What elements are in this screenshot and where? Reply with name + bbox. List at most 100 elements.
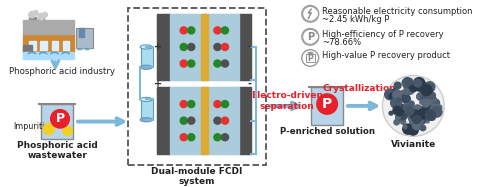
Circle shape	[404, 89, 409, 94]
Circle shape	[422, 95, 427, 100]
Circle shape	[393, 106, 402, 115]
Circle shape	[422, 111, 426, 116]
Circle shape	[222, 60, 228, 67]
Circle shape	[398, 103, 403, 109]
Circle shape	[384, 89, 396, 100]
Circle shape	[214, 117, 221, 124]
Circle shape	[393, 89, 396, 92]
Text: +: +	[154, 79, 162, 89]
Circle shape	[188, 101, 195, 108]
Circle shape	[410, 110, 420, 120]
Circle shape	[428, 112, 432, 116]
Circle shape	[413, 105, 422, 113]
Bar	[140, 99, 153, 120]
Circle shape	[428, 93, 434, 99]
Text: Phosphoric acid industry: Phosphoric acid industry	[9, 67, 115, 76]
Circle shape	[410, 116, 421, 127]
Text: High-value P recovery product: High-value P recovery product	[322, 51, 450, 60]
Circle shape	[436, 105, 442, 110]
Circle shape	[394, 92, 400, 97]
Circle shape	[437, 109, 440, 112]
Circle shape	[180, 60, 188, 67]
Circle shape	[394, 90, 400, 96]
Bar	[63, 41, 70, 50]
Circle shape	[63, 126, 72, 135]
Circle shape	[400, 119, 406, 124]
Circle shape	[214, 101, 221, 108]
Circle shape	[180, 27, 188, 34]
Circle shape	[420, 125, 426, 131]
Circle shape	[430, 104, 442, 115]
Circle shape	[414, 78, 425, 88]
Circle shape	[416, 95, 420, 98]
Circle shape	[406, 126, 411, 131]
Circle shape	[402, 95, 410, 103]
Circle shape	[188, 60, 195, 67]
Circle shape	[422, 118, 426, 122]
Circle shape	[418, 106, 428, 117]
Circle shape	[214, 43, 221, 50]
Circle shape	[188, 43, 195, 50]
Bar	[38, 17, 44, 31]
Circle shape	[394, 82, 401, 89]
Text: P: P	[308, 53, 313, 62]
Circle shape	[180, 43, 188, 50]
Circle shape	[222, 101, 228, 108]
Bar	[170, 88, 239, 154]
Circle shape	[222, 27, 228, 34]
Text: Phosphoric acid
wastewater: Phosphoric acid wastewater	[17, 141, 98, 160]
Circle shape	[180, 101, 188, 108]
Circle shape	[414, 78, 422, 86]
Text: -: -	[248, 79, 252, 89]
Circle shape	[404, 78, 410, 84]
Circle shape	[432, 117, 435, 120]
Circle shape	[412, 82, 416, 87]
Text: Reasonable electricity consumption: Reasonable electricity consumption	[322, 7, 473, 16]
Circle shape	[408, 125, 418, 135]
Circle shape	[400, 90, 408, 98]
Circle shape	[401, 94, 409, 103]
Text: Crystallization: Crystallization	[322, 84, 396, 93]
Circle shape	[420, 90, 425, 95]
Circle shape	[433, 99, 436, 102]
Bar	[42, 104, 73, 139]
Circle shape	[389, 111, 393, 115]
Bar	[22, 34, 74, 53]
Circle shape	[420, 101, 424, 104]
Circle shape	[389, 93, 396, 100]
Circle shape	[214, 134, 221, 141]
Circle shape	[408, 113, 420, 124]
Bar	[29, 17, 35, 37]
Text: P-enriched solution: P-enriched solution	[280, 127, 374, 136]
Bar	[308, 53, 312, 54]
Circle shape	[399, 117, 404, 121]
Circle shape	[180, 134, 188, 141]
Circle shape	[418, 111, 423, 117]
Circle shape	[412, 108, 416, 112]
Circle shape	[188, 134, 195, 141]
Circle shape	[418, 113, 422, 116]
Circle shape	[422, 98, 432, 107]
Text: Dual-module FCDI
system: Dual-module FCDI system	[151, 167, 242, 186]
Circle shape	[42, 12, 48, 17]
Circle shape	[382, 76, 444, 136]
Circle shape	[424, 82, 435, 92]
Circle shape	[317, 94, 338, 114]
Text: ~2.45 kWh/kg P: ~2.45 kWh/kg P	[322, 15, 390, 24]
Circle shape	[396, 109, 404, 116]
Circle shape	[428, 96, 437, 105]
Bar	[170, 14, 239, 80]
Circle shape	[426, 110, 436, 120]
Circle shape	[214, 60, 221, 67]
Circle shape	[398, 110, 407, 120]
Circle shape	[402, 104, 411, 113]
Circle shape	[416, 93, 424, 100]
Circle shape	[398, 113, 406, 119]
Circle shape	[393, 90, 402, 100]
Circle shape	[411, 107, 422, 117]
Circle shape	[420, 91, 425, 96]
Circle shape	[180, 117, 188, 124]
Circle shape	[394, 120, 400, 125]
Circle shape	[222, 134, 228, 141]
Circle shape	[421, 85, 432, 96]
